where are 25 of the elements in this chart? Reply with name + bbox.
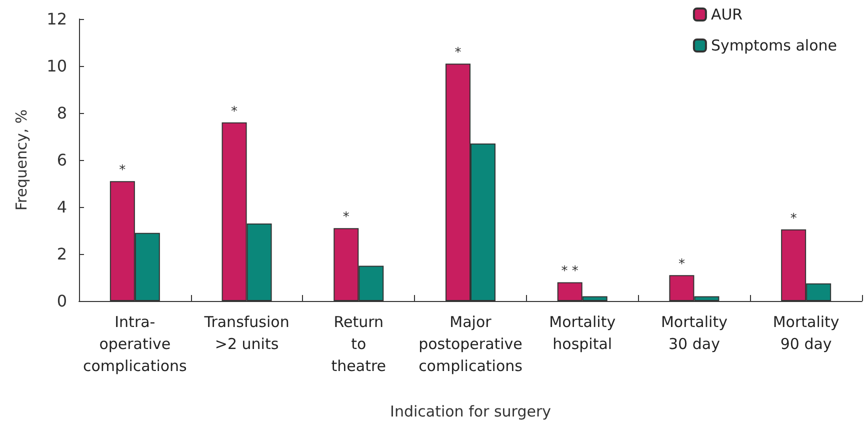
annotation: * [342,210,350,226]
x-tick-label: Return to theatre [331,313,386,375]
x-tick-label: Major postoperative complications [418,313,523,375]
y-tick-label: 2 [56,244,67,264]
y-tick-label: 4 [56,198,67,216]
annotation: * [790,211,798,226]
x-tick-label: Transfusion >2 units [203,313,290,353]
y-axis-title: Frequency, % [12,109,30,211]
x-tick-label: Mortality hospital [549,313,616,353]
y-tick-label: 0 [56,292,67,310]
legend-label: AUR [710,6,743,24]
x-tick-label: Mortality 30 day [660,313,728,353]
y-tick-label: 6 [56,150,67,170]
y-tick-label: 12 [46,10,67,28]
annotation: * [231,104,238,120]
annotation: * * [561,264,579,280]
x-tick-label: Intra- operative complications [82,313,188,375]
x-axis-title: Indication for surgery [390,402,552,420]
y-tick-label: 8 [56,104,67,122]
y-tick-label: 10 [46,56,67,76]
annotation: * [678,257,686,272]
annotation: * [454,46,462,61]
annotation: * [119,163,126,178]
x-tick-label: Mortality 90 day [772,313,840,353]
legend-label: Symptoms alone [710,36,838,54]
